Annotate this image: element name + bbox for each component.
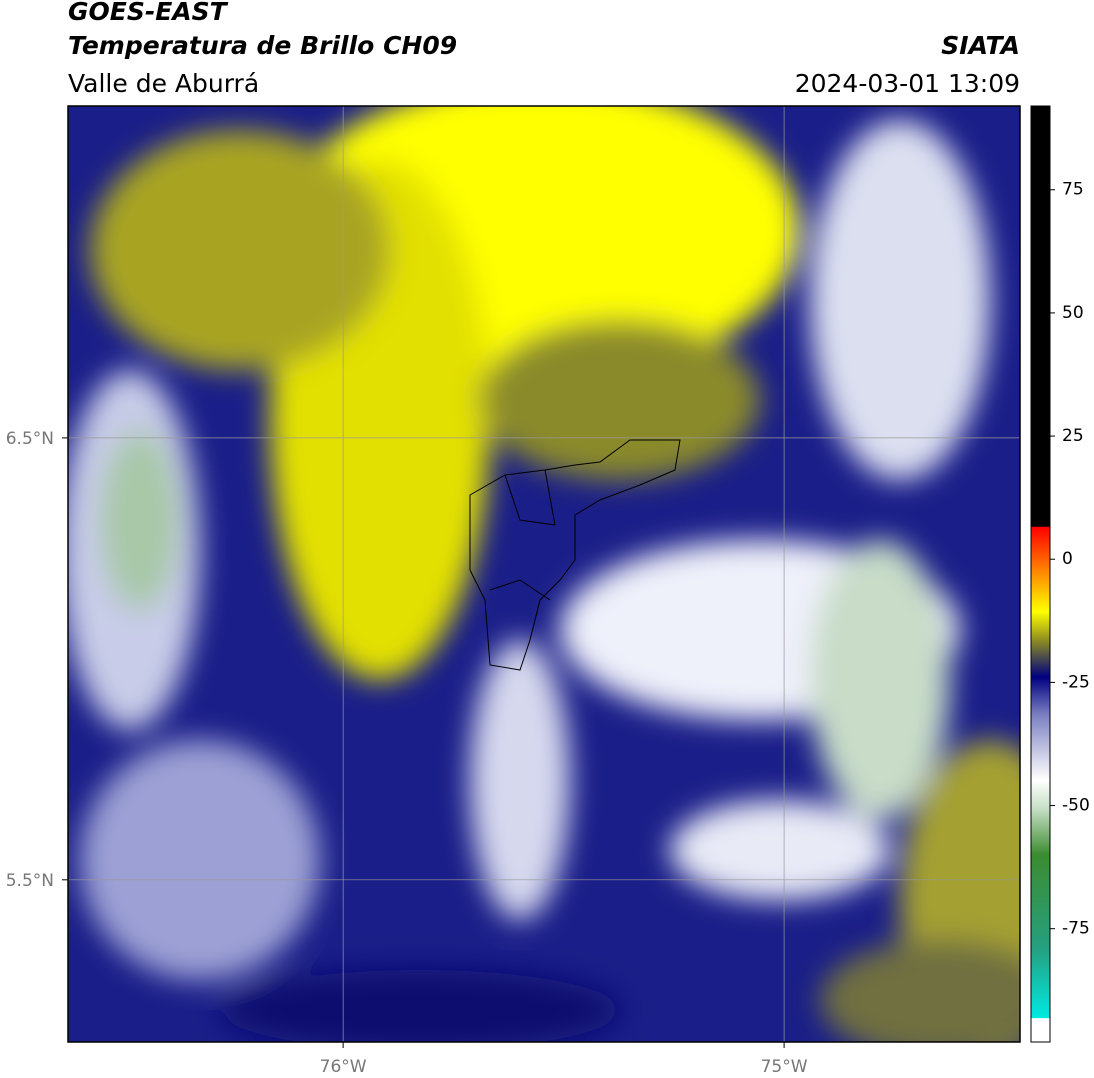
colorbar-tick-label: 0 xyxy=(1062,549,1073,569)
map-frame xyxy=(67,105,1021,1043)
organization: SIATA xyxy=(941,31,1020,60)
y-tick-label: 6.5°N xyxy=(6,429,54,449)
colorbar-tick-label: 75 xyxy=(1062,180,1084,200)
colorbar-tick-label: 25 xyxy=(1062,426,1084,446)
satellite-image xyxy=(68,106,1020,1042)
title-line: Temperatura de Brillo CH09 xyxy=(68,31,457,60)
title-line: GOES-EAST xyxy=(68,0,229,26)
x-tick-label: 76°W xyxy=(320,1057,367,1077)
colorbar-tick-label: -25 xyxy=(1062,672,1090,692)
colorbar-tick-label: -50 xyxy=(1062,796,1090,816)
y-tick-label: 5.5°N xyxy=(6,871,54,891)
colorbar xyxy=(1030,105,1051,1043)
colorbar-tick-label: 50 xyxy=(1062,303,1084,323)
x-tick-label: 75°W xyxy=(761,1057,808,1077)
datetime: 2024-03-01 13:09 xyxy=(795,69,1020,98)
subtitle: Valle de Aburrá xyxy=(68,69,259,98)
colorbar-tick-label: -75 xyxy=(1062,919,1090,939)
